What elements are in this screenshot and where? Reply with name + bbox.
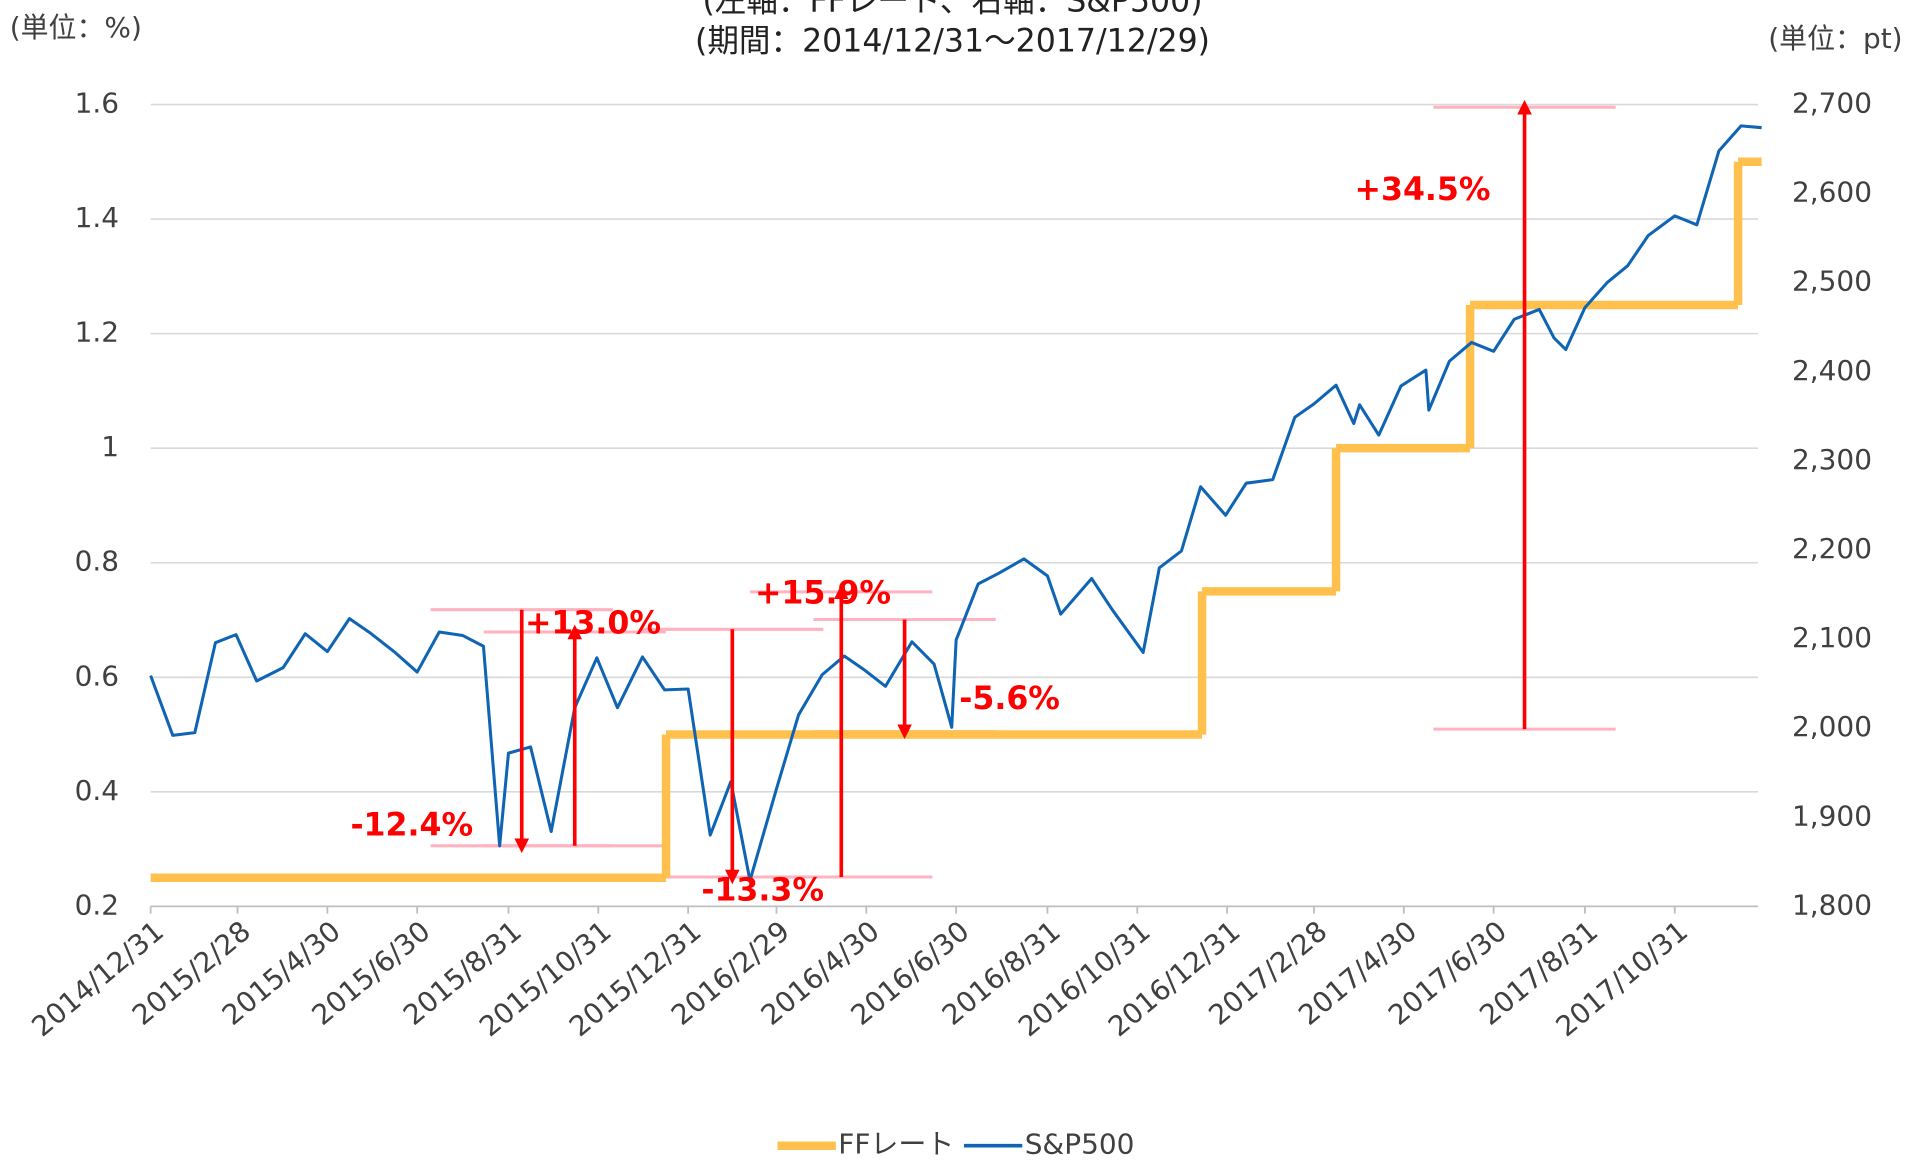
y-tick-label: 0.8	[75, 545, 119, 578]
legend-label: S&P500	[1025, 1128, 1135, 1161]
annotation-label: +13.0%	[525, 606, 661, 642]
data-line	[149, 124, 1762, 883]
y2-tick-label: 2,400	[1792, 354, 1872, 387]
y2-tick-label: 1,800	[1792, 888, 1872, 921]
annotation-label: -12.4%	[350, 807, 473, 843]
y2-tick-label: 2,100	[1792, 621, 1872, 654]
y-tick-label: 1.4	[75, 201, 119, 234]
y-tick-label: 0.4	[75, 774, 119, 807]
y-tick-label: 1.2	[75, 316, 119, 349]
y2-tick-label: 2,300	[1792, 443, 1872, 476]
y2-tick-label: 2,200	[1792, 532, 1872, 565]
y2-axis-label: (単位：pt)	[1768, 22, 1902, 55]
y2-tick-label: 2,700	[1792, 87, 1872, 120]
annotation-label: +34.5%	[1355, 172, 1491, 208]
y-tick-label: 1	[101, 430, 119, 463]
annotation-label: -13.3%	[701, 873, 824, 909]
chart-title: (左軸：FFレート、右軸：S&P500)	[702, 0, 1202, 19]
annotation-label: +15.9%	[755, 575, 891, 611]
y-tick-label: 1.6	[75, 87, 119, 120]
y2-tick-label: 2,500	[1792, 265, 1872, 298]
y2-tick-label: 2,000	[1792, 710, 1872, 743]
annotation-label: -5.6%	[959, 681, 1060, 717]
y-axis-label: (単位：%)	[10, 11, 142, 44]
y-tick-label: 0.2	[75, 888, 119, 921]
y2-tick-label: 2,600	[1792, 176, 1872, 209]
legend-label: FFレート	[838, 1128, 954, 1161]
y-tick-label: 0.6	[75, 659, 119, 692]
chart-subtitle: (期間：2014/12/31～2017/12/29)	[695, 24, 1210, 60]
y2-tick-label: 1,900	[1792, 799, 1872, 832]
